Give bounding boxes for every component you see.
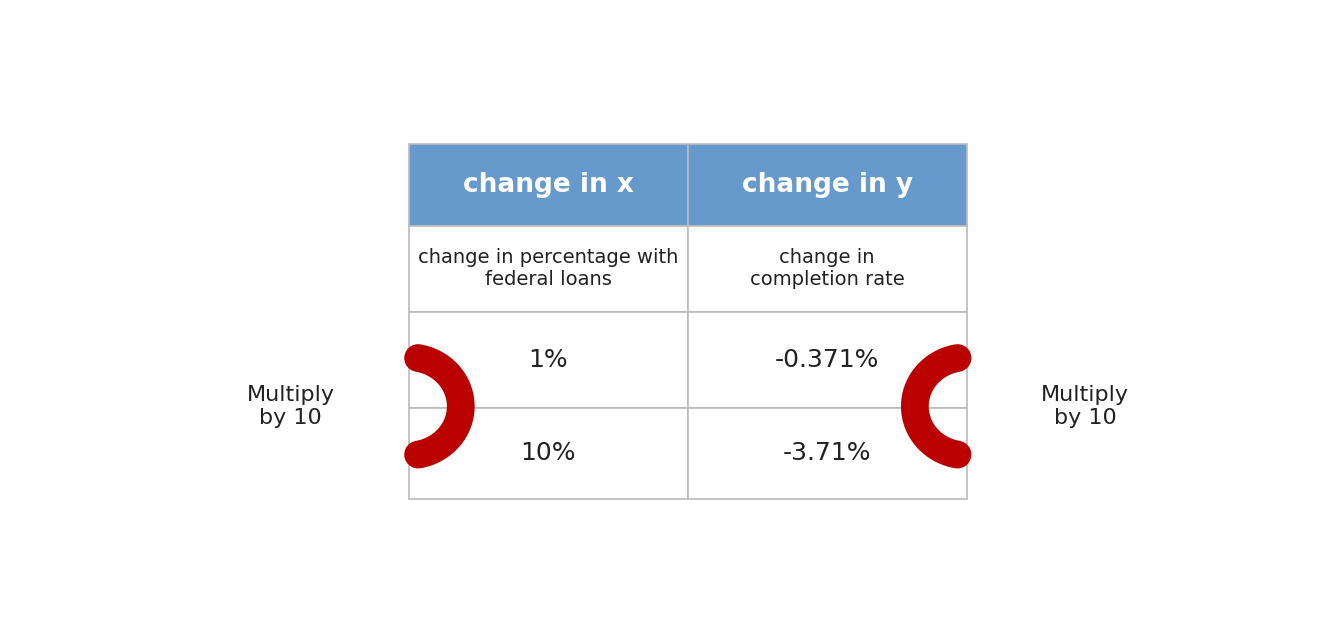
Bar [409, 226, 687, 312]
Bar [687, 312, 967, 407]
Text: change in percentage with
federal loans: change in percentage with federal loans [418, 248, 678, 289]
Bar [409, 407, 687, 498]
Text: change in
completion rate: change in completion rate [750, 248, 904, 289]
Text: Multiply
by 10: Multiply by 10 [1042, 384, 1130, 428]
Text: change in x: change in x [464, 172, 634, 198]
Bar [409, 144, 687, 226]
Text: Multiply
by 10: Multiply by 10 [246, 384, 334, 428]
Text: -0.371%: -0.371% [775, 348, 879, 371]
Bar [687, 144, 967, 226]
Text: change in y: change in y [742, 172, 912, 198]
Text: 1%: 1% [529, 348, 569, 371]
Bar [409, 312, 687, 407]
Text: -3.71%: -3.71% [783, 441, 871, 465]
Text: 10%: 10% [521, 441, 577, 465]
Bar [687, 407, 967, 498]
Bar [687, 226, 967, 312]
